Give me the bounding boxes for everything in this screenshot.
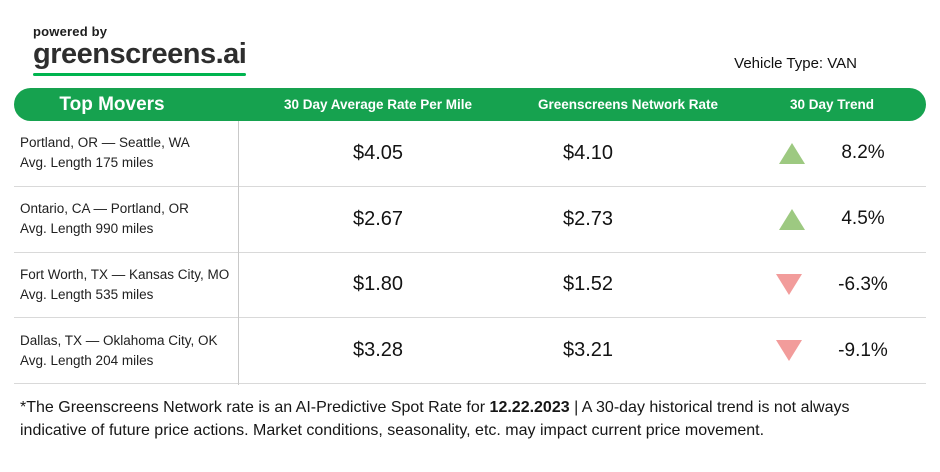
table-row: Fort Worth, TX — Kansas City, MO Avg. Le… xyxy=(14,253,926,319)
column-header-network-rate: Greenscreens Network Rate xyxy=(537,97,719,112)
column-header-avg-rate: 30 Day Average Rate Per Mile xyxy=(283,97,473,112)
lane-avg-length: Avg. Length 535 miles xyxy=(20,286,154,302)
footnote: *The Greenscreens Network rate is an AI-… xyxy=(20,396,900,442)
brand-underline xyxy=(33,72,247,76)
table-body: Portland, OR — Seattle, WA Avg. Length 1… xyxy=(14,121,926,385)
avg-rate-value: $3.28 xyxy=(352,339,404,362)
lane-cell: Portland, OR — Seattle, WA Avg. Length 1… xyxy=(14,133,238,173)
vehicle-type-label: Vehicle Type: VAN xyxy=(734,55,857,72)
lane-name: Dallas, TX — Oklahoma City, OK xyxy=(20,332,218,348)
table-row: Portland, OR — Seattle, WA Avg. Length 1… xyxy=(14,121,926,187)
lane-cell: Ontario, CA — Portland, OR Avg. Length 9… xyxy=(14,199,238,239)
powered-by-label: powered by xyxy=(33,24,108,39)
trend-percent: -9.1% xyxy=(838,339,888,361)
trend-percent: 8.2% xyxy=(841,142,885,164)
footnote-date: 12.22.2023 xyxy=(489,399,570,416)
brand-wordmark-wrap: greenscreens.ai xyxy=(33,38,247,76)
trend-cell: 8.2% xyxy=(738,142,926,164)
column-header-trend: 30 Day Trend xyxy=(789,97,875,112)
lane-name: Portland, OR — Seattle, WA xyxy=(20,135,190,151)
table-row: Ontario, CA — Portland, OR Avg. Length 9… xyxy=(14,187,926,253)
trend-percent: -6.3% xyxy=(838,273,888,295)
network-rate-value: $1.52 xyxy=(562,273,614,296)
brand-logo: powered by greenscreens.ai xyxy=(33,24,247,76)
lane-avg-length: Avg. Length 990 miles xyxy=(20,221,154,237)
trend-up-icon xyxy=(779,208,806,230)
lane-name: Ontario, CA — Portland, OR xyxy=(20,201,189,217)
lane-name: Fort Worth, TX — Kansas City, MO xyxy=(20,266,230,282)
trend-cell: -9.1% xyxy=(738,340,926,362)
lane-cell: Fort Worth, TX — Kansas City, MO Avg. Le… xyxy=(14,265,238,305)
network-rate-value: $2.73 xyxy=(562,207,614,230)
trend-up-icon xyxy=(779,142,806,164)
trend-percent: 4.5% xyxy=(841,208,885,230)
network-rate-value: $3.21 xyxy=(562,339,614,362)
avg-rate-value: $4.05 xyxy=(352,141,404,164)
lane-avg-length: Avg. Length 204 miles xyxy=(20,352,154,368)
avg-rate-value: $2.67 xyxy=(352,207,404,230)
avg-rate-value: $1.80 xyxy=(352,273,404,296)
brand-wordmark: greenscreens.ai xyxy=(33,38,247,70)
lane-avg-length: Avg. Length 175 miles xyxy=(20,155,154,171)
trend-down-icon xyxy=(776,340,803,362)
trend-down-icon xyxy=(776,274,803,296)
trend-cell: -6.3% xyxy=(738,274,926,296)
footnote-text-before: *The Greenscreens Network rate is an AI-… xyxy=(20,399,490,416)
table-title: Top Movers xyxy=(59,93,165,115)
network-rate-value: $4.10 xyxy=(562,141,614,164)
lane-cell: Dallas, TX — Oklahoma City, OK Avg. Leng… xyxy=(14,331,238,371)
table-header-bar: Top Movers 30 Day Average Rate Per Mile … xyxy=(14,88,926,121)
trend-cell: 4.5% xyxy=(738,208,926,230)
footnote-text-after: | A 30-day historical trend is not alway… xyxy=(20,399,850,439)
column-divider xyxy=(238,121,239,385)
table-row: Dallas, TX — Oklahoma City, OK Avg. Leng… xyxy=(14,318,926,385)
